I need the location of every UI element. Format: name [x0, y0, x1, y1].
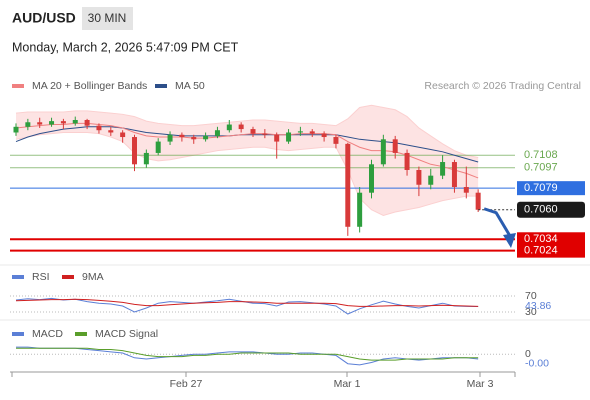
- legend-swatch: [12, 84, 24, 88]
- level-label: 0.7024: [524, 245, 558, 257]
- candle-body: [333, 137, 339, 144]
- legend-label: 9MA: [82, 271, 104, 283]
- x-tick-label: Feb 27: [170, 378, 203, 390]
- level-label: 0.7097: [524, 162, 558, 174]
- candle-body: [404, 152, 410, 170]
- forecast-arrow: [483, 207, 512, 237]
- level-label: 0.7108: [524, 149, 558, 161]
- candle-body: [60, 121, 66, 124]
- candle-body: [309, 131, 315, 134]
- legend-label: MACD: [32, 328, 63, 340]
- candle-body: [37, 122, 43, 125]
- candle-body: [214, 130, 220, 136]
- credit: Research © 2026 Trading Central: [424, 80, 581, 92]
- macd-value-label: -0.00: [525, 358, 549, 370]
- y-tick-label: 0: [525, 348, 531, 360]
- candle-body: [143, 152, 149, 165]
- title: AUD/USD: [12, 10, 76, 26]
- ma50: [15, 126, 479, 163]
- candle-body: [155, 141, 161, 153]
- candle-body: [392, 139, 398, 153]
- candle-body: [463, 187, 469, 193]
- candle-body: [191, 137, 197, 140]
- macd-line: [16, 347, 479, 361]
- candle-body: [357, 192, 363, 227]
- forecast-arrow-head: [503, 233, 516, 248]
- candle-body: [297, 131, 303, 133]
- legend-label: MA 20 + Bollinger Bands: [32, 80, 147, 92]
- level-label-box: [517, 232, 585, 247]
- bollinger-lower: [15, 131, 479, 216]
- timeframe[interactable]: 30 MIN: [88, 11, 127, 25]
- legend-label: RSI: [32, 271, 50, 283]
- candle-body: [84, 119, 90, 126]
- candle-body: [203, 135, 209, 140]
- candle-body: [167, 134, 173, 142]
- candle-body: [416, 169, 422, 185]
- candle-body: [132, 137, 137, 165]
- current-price-box: [517, 201, 585, 218]
- candle-body: [321, 133, 327, 138]
- candle-body: [250, 129, 256, 134]
- candle-body: [120, 132, 126, 138]
- candle-body: [451, 162, 457, 188]
- level-label: 0.7034: [524, 233, 558, 245]
- candle-body: [72, 119, 78, 124]
- x-tick-label: Mar 3: [467, 378, 494, 390]
- candle-body: [25, 122, 31, 127]
- candle-body: [226, 124, 232, 131]
- candle-body: [108, 130, 114, 133]
- candle-body: [380, 139, 386, 165]
- x-tick-label: Mar 1: [334, 378, 361, 390]
- legend-swatch: [155, 84, 167, 88]
- candle-body: [286, 132, 292, 142]
- legend-label: MACD Signal: [95, 328, 158, 340]
- current-price-label: 0.7060: [524, 204, 558, 216]
- candle-body: [345, 143, 351, 227]
- y-tick-label: 70: [525, 290, 537, 302]
- candle-body: [49, 121, 55, 125]
- candle-body: [96, 125, 102, 131]
- timeframe-box[interactable]: [82, 7, 133, 30]
- level-label: 0.7079: [524, 182, 558, 194]
- candle-body: [475, 192, 481, 210]
- ma20: [15, 122, 479, 179]
- legend-swatch: [75, 332, 87, 336]
- candle-body: [13, 126, 19, 133]
- candle-body: [428, 175, 434, 185]
- legend-swatch: [62, 275, 74, 279]
- bollinger-upper: [15, 104, 479, 158]
- y-tick-label: 30: [525, 306, 537, 318]
- candle-body: [274, 134, 280, 142]
- candle-body: [369, 164, 374, 193]
- macd-line: [16, 346, 479, 366]
- legend-swatch: [12, 332, 24, 336]
- legend-swatch: [12, 275, 24, 279]
- rsi-value-label: 43.86: [525, 300, 551, 312]
- candle-body: [238, 124, 244, 130]
- legend-label: MA 50: [175, 80, 205, 92]
- candle-body: [179, 134, 185, 138]
- level-label-box: [517, 243, 585, 258]
- candle-body: [262, 133, 268, 135]
- level-label-box: [517, 181, 585, 196]
- rsi-line: [15, 298, 479, 307]
- candle-body: [440, 162, 446, 176]
- datetime: Monday, March 2, 2026 5:47:09 PM CET: [12, 40, 239, 54]
